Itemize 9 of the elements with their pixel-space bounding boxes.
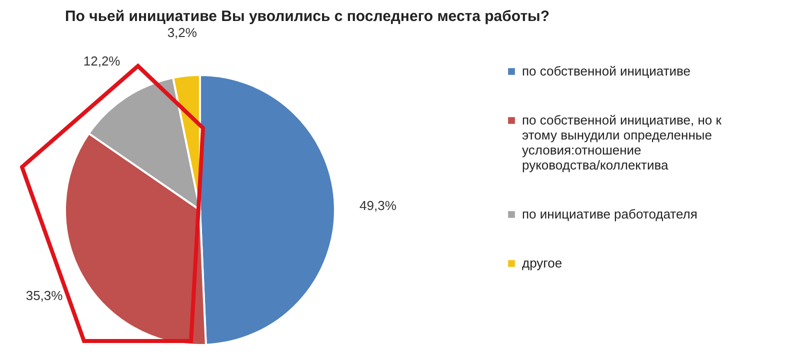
data-label: 12,2% bbox=[83, 54, 121, 69]
chart-title: По чьей инициативе Вы уволились с последнего места работы? bbox=[65, 8, 550, 25]
data-label: 3,2% bbox=[167, 24, 198, 40]
data-label: 35,3% bbox=[26, 288, 64, 304]
legend-label: по собственной инициативе bbox=[522, 64, 691, 78]
legend-label: другое bbox=[522, 256, 562, 270]
data-label: 49,3% bbox=[360, 198, 397, 214]
legend-label: по инициативе работодателя bbox=[522, 206, 698, 222]
legend-label: по собственной инициативе, но к этому вынудили определенные условия:отношение руководства/коллектива bbox=[522, 112, 722, 172]
